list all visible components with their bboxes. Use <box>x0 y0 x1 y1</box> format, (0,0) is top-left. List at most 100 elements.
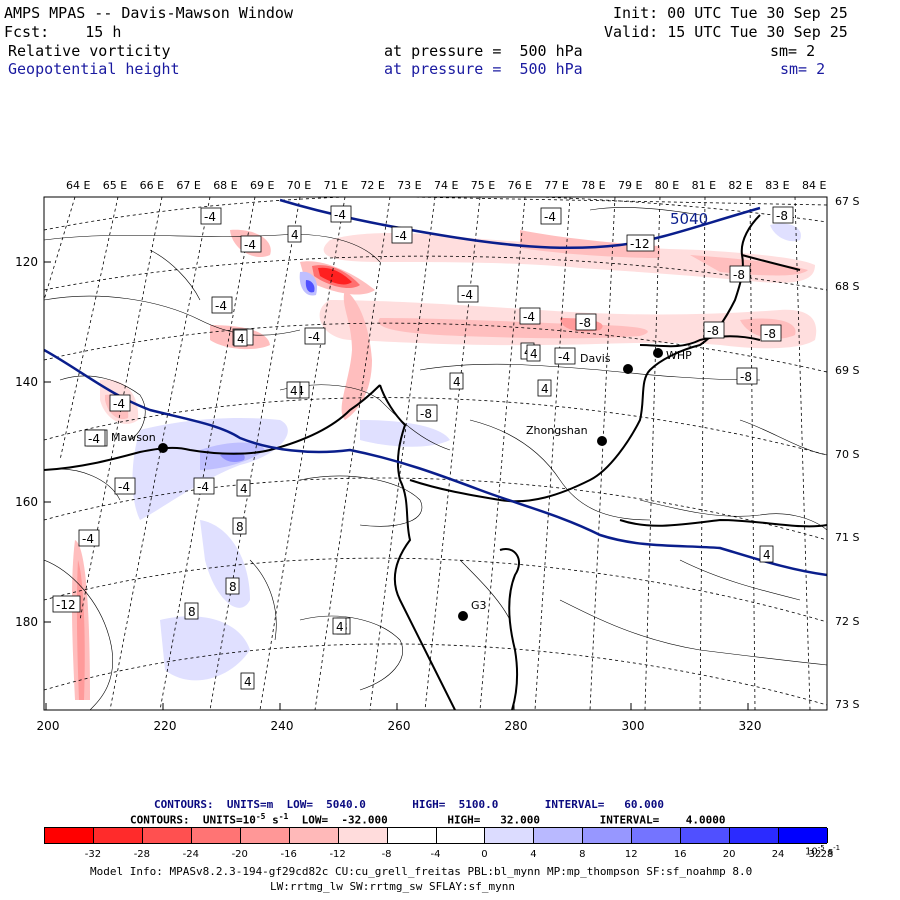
station-label-zhongshan: Zhongshan <box>526 424 588 437</box>
x-tick-label: 200 <box>37 719 60 733</box>
colorbar-swatch <box>387 828 437 843</box>
svg-text:-8: -8 <box>776 209 788 223</box>
svg-text:4: 4 <box>530 347 538 361</box>
svg-text:-4: -4 <box>395 229 407 243</box>
svg-text:-4: -4 <box>118 480 130 494</box>
colorbar-label: 28 <box>820 849 834 860</box>
colorbar-swatch <box>142 828 192 843</box>
contour-label: 4 <box>537 379 552 397</box>
contour-label: -4 <box>330 205 352 223</box>
svg-text:-12: -12 <box>56 598 76 612</box>
longitude-label: 65 E <box>103 179 127 192</box>
x-axis-ticks: 200 220 240 260 280 300 320 <box>37 703 761 733</box>
svg-text:-4: -4 <box>113 397 125 411</box>
longitude-label: 71 E <box>324 179 348 192</box>
svg-text:4: 4 <box>240 482 248 496</box>
colorbar-label: 24 <box>771 849 785 860</box>
contour-label: 8 <box>184 602 199 620</box>
colorbar-label: 0 <box>481 849 488 860</box>
field1-level: at pressure = 500 hPa <box>384 42 583 60</box>
contour-label: -12 <box>626 234 655 252</box>
colorbar-label: -28 <box>133 849 151 860</box>
model-info-line1: Model Info: MPASv8.2.3-194-gf29cd82c CU:… <box>90 865 753 878</box>
field2-smoothing: sm= 2 <box>780 60 826 78</box>
contour-label: -4 <box>554 347 576 365</box>
contour-label: -4 <box>211 296 233 314</box>
longitude-label: 64 E <box>66 179 90 192</box>
svg-text:-4: -4 <box>461 288 473 302</box>
valid-time: Valid: 15 UTC Tue 30 Sep 25 <box>604 23 848 41</box>
y-axis-ticks: 120 140 160 180 <box>15 255 51 629</box>
colorbar-label: 12 <box>624 849 638 860</box>
contours-vorticity-info: CONTOURS: UNITS=10-5 s-1 LOW= -32.000 HI… <box>130 812 726 827</box>
x-tick-label: 280 <box>505 719 528 733</box>
contour-label: -8 <box>760 324 782 342</box>
station-dot-whp <box>653 348 663 358</box>
longitude-label: 66 E <box>140 179 164 192</box>
latitude-label: 68 S <box>835 280 859 293</box>
x-tick-label: 240 <box>271 719 294 733</box>
latitude-labels: 67 S 68 S 69 S 70 S 71 S 72 S 73 S <box>835 195 859 711</box>
colorbar-swatch <box>338 828 388 843</box>
contour-label: -8 <box>729 265 751 283</box>
svg-text:4: 4 <box>290 384 298 398</box>
station-markers: Mawson Davis WHP Zhongshan G3 <box>111 348 692 621</box>
contour-label: 4 <box>233 329 248 347</box>
forecast-hour: Fcst: 15 h <box>4 23 122 41</box>
colorbar <box>44 827 828 844</box>
contour-label: -4 <box>84 429 106 447</box>
longitude-label: 72 E <box>360 179 384 192</box>
contour-label: -8 <box>772 206 794 224</box>
plot-title: AMPS MPAS -- Davis-Mawson Window <box>4 4 293 22</box>
colorbar-swatch <box>289 828 339 843</box>
contour-label: 4 <box>526 344 541 362</box>
station-label-mawson: Mawson <box>111 431 156 444</box>
contour-label: -4 <box>457 285 479 303</box>
latitude-label: 69 S <box>835 364 859 377</box>
longitude-label: 74 E <box>434 179 458 192</box>
svg-text:-4: -4 <box>82 532 94 546</box>
longitude-label: 75 E <box>471 179 495 192</box>
map-frame <box>43 196 828 711</box>
vorticity-shading <box>71 223 817 700</box>
contour-label: -4 <box>200 207 222 225</box>
longitude-label: 73 E <box>397 179 421 192</box>
contour-label: -4 <box>109 394 131 412</box>
colorbar-swatch <box>436 828 486 843</box>
colorbar-label: -4 <box>430 849 441 860</box>
svg-text:4: 4 <box>763 548 771 562</box>
svg-text:-8: -8 <box>420 407 432 421</box>
svg-text:8: 8 <box>236 520 244 534</box>
longitude-label: 78 E <box>581 179 605 192</box>
longitude-label: 70 E <box>287 179 311 192</box>
contour-label: 8 <box>225 577 240 595</box>
contour-label: 4 <box>449 372 464 390</box>
svg-text:4: 4 <box>336 620 344 634</box>
contour-label: 8 <box>232 517 247 535</box>
svg-text:4: 4 <box>453 375 461 389</box>
colorbar-label: -8 <box>381 849 392 860</box>
contour-label: -4 <box>519 307 541 325</box>
latitude-label: 73 S <box>835 698 859 711</box>
longitude-label: 77 E <box>544 179 568 192</box>
longitude-label: 79 E <box>618 179 642 192</box>
field2-name: Geopotential height <box>8 60 180 78</box>
colorbar-label: -32 <box>84 849 102 860</box>
latitude-label: 71 S <box>835 531 859 544</box>
colorbar-label: 4 <box>530 849 537 860</box>
field1-smoothing: sm= 2 <box>770 42 816 60</box>
contour-label: 4 <box>759 545 774 563</box>
svg-text:-4: -4 <box>204 210 216 224</box>
y-tick-label: 140 <box>15 375 38 389</box>
x-tick-label: 220 <box>154 719 177 733</box>
longitude-label: 76 E <box>508 179 532 192</box>
init-time: Init: 00 UTC Tue 30 Sep 25 <box>613 4 848 22</box>
contour-label: 4 <box>286 381 301 399</box>
svg-text:-4: -4 <box>523 310 535 324</box>
station-label-davis: Davis <box>580 352 611 365</box>
svg-text:8: 8 <box>229 580 237 594</box>
longitude-label: 82 E <box>728 179 752 192</box>
latitude-label: 70 S <box>835 448 859 461</box>
colorbar-swatch <box>779 828 828 843</box>
colorbar-swatch <box>45 828 94 843</box>
